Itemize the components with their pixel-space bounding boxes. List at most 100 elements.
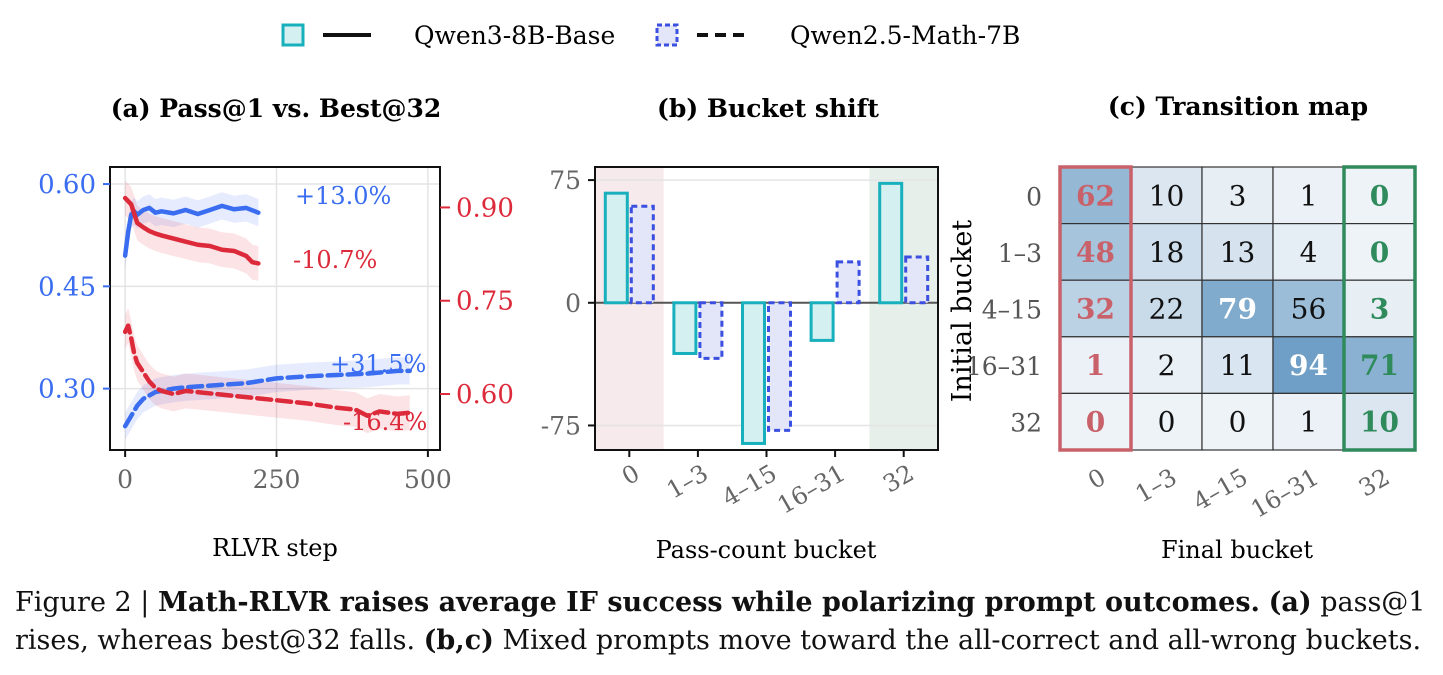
heatmap-cell xyxy=(1059,166,1132,225)
row-label: 0 xyxy=(1026,182,1042,211)
y-tick-label: -75 xyxy=(541,411,581,440)
caption-a-label: (a) xyxy=(1268,587,1312,618)
y-left-tick-label: 0.30 xyxy=(38,375,96,405)
bar-qwen25 xyxy=(835,260,861,305)
plot-frame xyxy=(109,166,441,451)
panel-a-xlabel: RLVR step xyxy=(212,534,338,562)
heatmap-value: 13 xyxy=(1220,236,1256,269)
column-label: 32 xyxy=(1354,463,1394,503)
heatmap-value: 2 xyxy=(1158,349,1176,382)
heatmap-value: 10 xyxy=(1360,406,1399,439)
legend-label-qwen3: Qwen3-8B-Base xyxy=(414,21,615,50)
y-right-tick-label: 0.75 xyxy=(456,287,514,317)
heatmap-cell xyxy=(1201,392,1274,451)
heatmap-value: 71 xyxy=(1360,349,1399,382)
x-tick-label: 0 xyxy=(617,459,644,491)
panel-a-line-chart: 0 250 500 0.30 0.45 0.60 0.60 0.75 0.90 +13.0% -10… xyxy=(38,166,514,494)
bar-qwen3 xyxy=(741,301,766,445)
x-tick-label: 250 xyxy=(253,465,301,494)
heatmap-value: 22 xyxy=(1149,293,1185,326)
heatmap-value: 0 xyxy=(1158,406,1176,439)
heatmap-cell xyxy=(1272,166,1345,225)
heatmap-cell xyxy=(1343,336,1416,394)
heatmap-cell xyxy=(1059,392,1132,451)
confidence-band xyxy=(125,308,410,434)
heatmap-value: 56 xyxy=(1291,293,1327,326)
series-annotation: -10.7% xyxy=(293,246,377,274)
heatmap-value: 11 xyxy=(1220,349,1256,382)
legend-label-qwen25: Qwen2.5-Math-7B xyxy=(790,21,1020,50)
panel-c-ylabel: Initial bucket xyxy=(947,220,978,403)
heatmap-cell xyxy=(1201,223,1274,281)
heatmap-cell xyxy=(1272,223,1345,281)
heatmap-value: 1 xyxy=(1300,179,1318,212)
heatmap-value: 10 xyxy=(1149,179,1185,212)
bar-qwen25 xyxy=(904,255,930,305)
x-tick-label: 500 xyxy=(404,465,452,494)
bar-qwen25 xyxy=(698,301,724,360)
heatmap-cell xyxy=(1201,336,1274,394)
bar-qwen3 xyxy=(878,181,904,305)
figure-caption-line1: Figure 2 | Math-RLVR raises average IF s… xyxy=(15,584,1435,622)
heatmap-value: 32 xyxy=(1076,293,1115,326)
caption-best-word: best@32 xyxy=(221,625,341,656)
figure: Qwen3-8B-Base Qwen2.5-Math-7B (a) Pass@1… xyxy=(38,21,1417,564)
x-tick-label: 4–15 xyxy=(717,459,781,512)
heatmap-value: 18 xyxy=(1149,236,1185,269)
panel-a-title: (a) Pass@1 vs. Best@32 xyxy=(111,94,442,123)
series-line-best-32-qwen25 xyxy=(122,323,412,419)
heatmap-value: 0 xyxy=(1370,179,1389,212)
heatmap-value: 0 xyxy=(1370,236,1389,269)
caption-line2-end: Mixed prompts move toward the all-correc… xyxy=(502,625,1422,656)
heatmap-value: 79 xyxy=(1218,293,1257,326)
bar-qwen25 xyxy=(629,204,655,305)
series-annotation: -16.4% xyxy=(343,408,427,436)
y-left-tick-label: 0.45 xyxy=(38,272,96,302)
panel-b-xlabel: Pass-count bucket xyxy=(656,536,877,564)
heatmap-cell xyxy=(1272,279,1345,338)
legend: Qwen3-8B-Base Qwen2.5-Math-7B xyxy=(281,21,1020,50)
bar-qwen3 xyxy=(672,301,698,355)
heatmap-value: 94 xyxy=(1289,349,1328,382)
column-label: 4–15 xyxy=(1188,463,1252,516)
heatmap-value: 3 xyxy=(1229,179,1247,212)
caption-line2-mid: falls. xyxy=(349,625,416,656)
y-right-tick-label: 0.90 xyxy=(456,193,514,223)
row-label: 32 xyxy=(1010,409,1042,438)
caption-line2-start: rises, whereas xyxy=(15,625,213,656)
figure-caption-line2: rises, whereas best@32 falls. (b,c) Mixe… xyxy=(15,622,1435,660)
caption-pass-word: pass@1 xyxy=(1320,587,1426,618)
y-right-tick-label: 0.60 xyxy=(456,380,514,410)
legend-swatch-qwen3 xyxy=(281,23,305,47)
highlight-box-zero-column xyxy=(1058,165,1133,452)
caption-bc-label: (b,c) xyxy=(423,625,494,656)
legend-swatch-qwen25 xyxy=(655,23,679,47)
y-tick-label: 75 xyxy=(549,166,581,195)
caption-prefix: Figure 2 | xyxy=(15,587,158,618)
x-tick-label: 1–3 xyxy=(662,459,713,505)
row-label: 1–3 xyxy=(998,239,1042,268)
bar-qwen3 xyxy=(603,191,629,305)
heatmap-value: 1 xyxy=(1300,406,1318,439)
row-label: 16–31 xyxy=(966,352,1042,381)
y-tick-label: 0 xyxy=(565,289,581,318)
series-annotation: +31.5% xyxy=(330,350,426,378)
heatmap-value: 62 xyxy=(1076,179,1115,212)
confidence-band xyxy=(125,357,410,440)
panel-c-title: (c) Transition map xyxy=(1108,92,1368,121)
heatmap-value: 48 xyxy=(1076,236,1115,269)
bar-qwen25 xyxy=(767,301,792,432)
row-label: 4–15 xyxy=(982,296,1042,325)
heatmap-value: 4 xyxy=(1300,236,1318,269)
confidence-band xyxy=(125,180,259,281)
heatmap-cell xyxy=(1130,336,1203,394)
heatmap-value: 0 xyxy=(1229,406,1247,439)
series-line-best-32-qwen3 xyxy=(122,195,261,266)
x-tick-label: 32 xyxy=(878,459,918,499)
series-annotation: +13.0% xyxy=(295,182,391,210)
panel-b-title: (b) Bucket shift xyxy=(657,94,879,123)
heatmap-value: 1 xyxy=(1086,349,1105,382)
series-line-pass-1-qwen25 xyxy=(122,368,412,429)
column-label: 16–31 xyxy=(1246,463,1323,524)
caption-bold: Math-RLVR raises average IF success whil… xyxy=(157,587,1260,618)
